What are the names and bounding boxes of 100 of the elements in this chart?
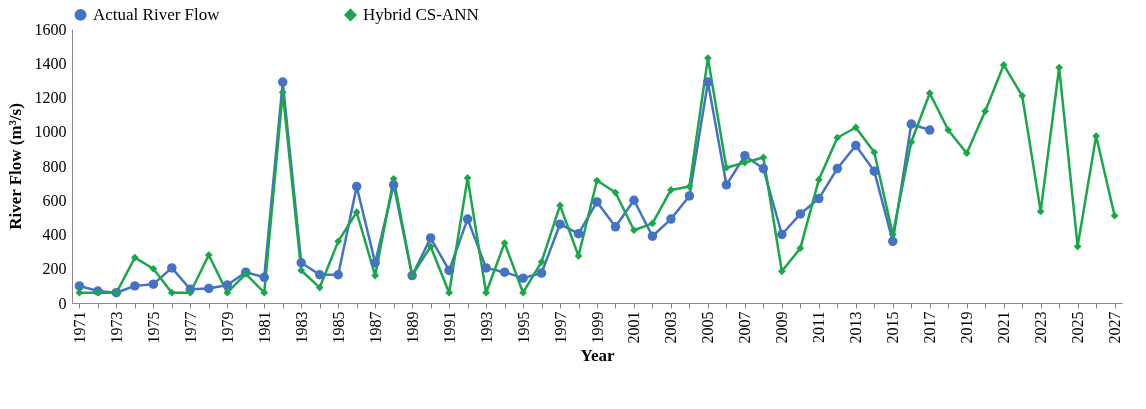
x-tick-label: 2007	[736, 311, 754, 344]
legend-label: Actual River Flow	[93, 4, 221, 24]
point	[425, 233, 436, 243]
x-tick-label: 1997	[551, 311, 569, 344]
point	[573, 228, 584, 239]
point	[759, 153, 768, 162]
x-tick-label: 1987	[366, 311, 384, 344]
point	[74, 281, 85, 291]
y-tick-label: 200	[42, 260, 67, 278]
point	[223, 288, 232, 297]
point	[481, 263, 491, 273]
x-tick-label: 2003	[662, 311, 680, 344]
x-tick-label: 2001	[625, 311, 643, 344]
point	[833, 133, 842, 142]
point	[370, 258, 380, 268]
x-tick-label: 2021	[995, 311, 1013, 344]
x-tick-label: 1983	[292, 311, 310, 344]
point	[260, 288, 269, 297]
point	[222, 280, 233, 290]
x-tick-label: 2025	[1069, 311, 1087, 344]
point	[130, 281, 140, 291]
point	[593, 176, 601, 185]
point	[278, 77, 288, 87]
point	[906, 119, 916, 129]
point	[758, 163, 769, 174]
point	[389, 174, 398, 183]
point	[167, 288, 176, 297]
point	[315, 283, 324, 292]
point	[259, 272, 269, 283]
point	[314, 270, 325, 280]
point	[777, 229, 787, 240]
point	[870, 148, 879, 157]
point	[499, 267, 510, 277]
point	[537, 258, 546, 266]
point	[648, 219, 657, 228]
x-axis-title: Year	[580, 345, 615, 365]
x-tick-label: 2013	[847, 311, 865, 344]
point	[1073, 242, 1082, 251]
point	[684, 191, 695, 201]
x-tick-label: 2009	[773, 311, 791, 344]
point	[721, 180, 732, 190]
point	[925, 89, 934, 98]
point	[536, 268, 547, 278]
x-tick-label: 2015	[884, 311, 902, 344]
x-tick-label: 1985	[329, 311, 347, 344]
x-tick-label: 1977	[181, 311, 199, 344]
y-tick-label: 1200	[34, 89, 67, 106]
point	[592, 197, 602, 207]
y-tick-label: 400	[42, 226, 67, 243]
x-tick-label: 2005	[699, 311, 717, 344]
point	[981, 107, 990, 116]
x-tick-label: 1993	[477, 311, 495, 344]
point	[519, 288, 527, 297]
point	[1055, 63, 1064, 72]
x-tick-label: 1981	[255, 311, 273, 344]
x-tick-label: 1989	[403, 311, 421, 344]
point	[204, 251, 213, 259]
point	[703, 77, 713, 87]
point	[574, 252, 583, 260]
x-tick-label: 1973	[107, 311, 125, 344]
point	[130, 253, 139, 262]
point	[647, 231, 658, 241]
y-tick-label: 1000	[34, 123, 67, 141]
y-tick-label: 800	[42, 157, 67, 175]
point	[500, 239, 509, 247]
x-tick-label: 2017	[921, 311, 939, 344]
y-tick-label: 1400	[34, 54, 67, 72]
legend-label: Hybrid CS-ANN	[363, 4, 479, 24]
point	[334, 237, 343, 246]
point	[297, 266, 306, 275]
point	[149, 264, 158, 273]
point	[75, 288, 84, 297]
point	[333, 270, 343, 280]
point	[962, 149, 971, 158]
point	[167, 263, 177, 273]
x-tick-label: 1999	[588, 311, 606, 344]
point	[518, 273, 528, 283]
point	[796, 244, 805, 253]
x-tick-label: 2019	[958, 311, 976, 344]
x-tick-label: 2027	[1106, 311, 1124, 344]
point	[869, 166, 880, 176]
point	[814, 193, 824, 204]
point	[629, 195, 639, 205]
point	[851, 123, 860, 132]
x-tick-label: 1995	[514, 311, 532, 344]
point	[1018, 91, 1027, 100]
point	[722, 163, 731, 172]
point	[851, 140, 861, 151]
point	[740, 150, 750, 161]
point	[352, 208, 361, 217]
point	[999, 61, 1008, 69]
y-tick-label: 0	[58, 294, 67, 312]
point	[741, 158, 749, 167]
point	[148, 279, 159, 289]
point	[610, 222, 621, 232]
point	[555, 219, 565, 229]
x-tick-label: 2023	[1032, 311, 1050, 344]
x-tick-label: 2011	[810, 311, 828, 343]
x-tick-label: 1971	[70, 311, 88, 344]
point	[888, 236, 898, 247]
